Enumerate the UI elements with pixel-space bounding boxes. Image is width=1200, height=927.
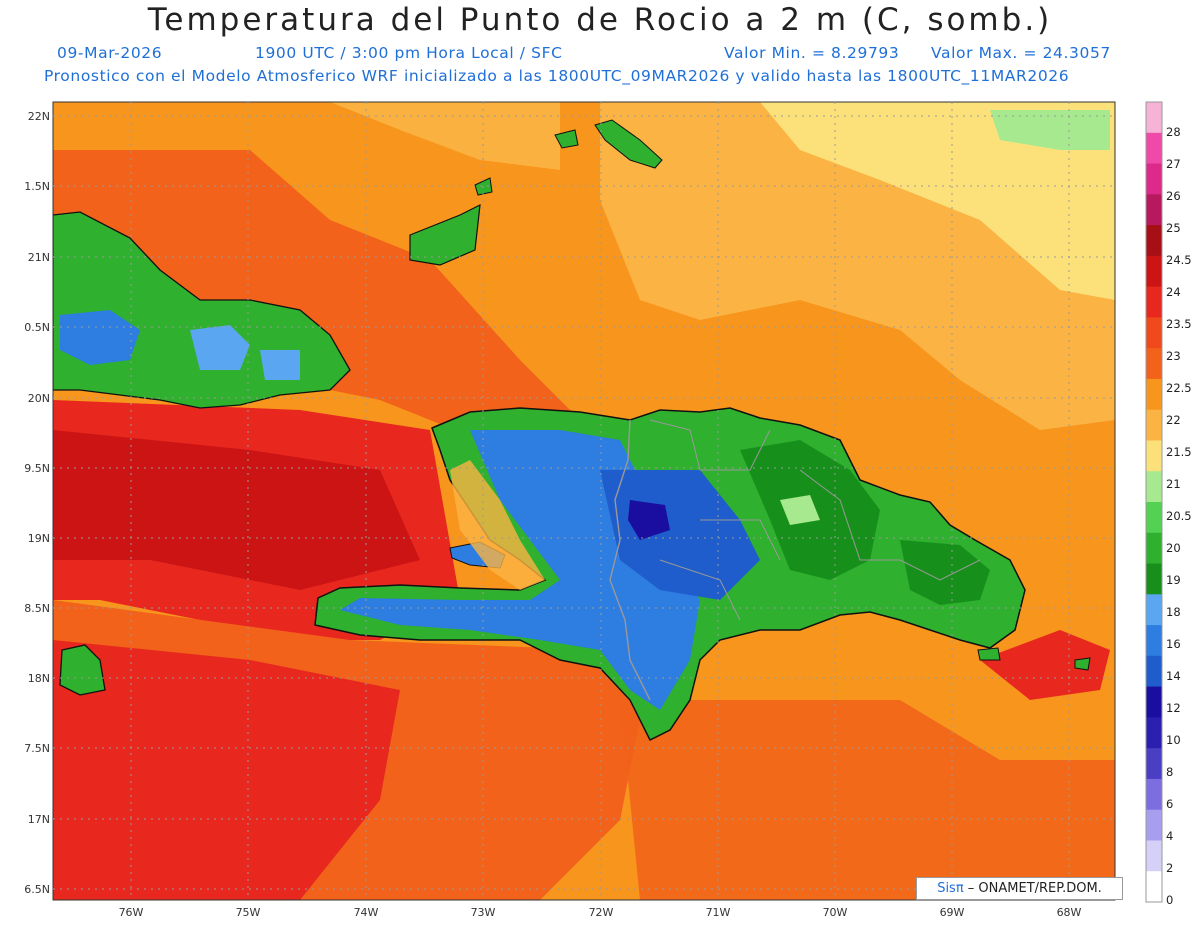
colorbar-swatch <box>1146 717 1162 749</box>
colorbar-label: 24.5 <box>1166 253 1192 267</box>
lat-label: 6.5N <box>24 883 50 896</box>
ocean-coolest-region <box>760 102 1115 300</box>
colorbar-swatch <box>1146 471 1162 503</box>
map-title: Temperatura del Punto de Rocio a 2 m (C,… <box>147 2 1053 38</box>
colorbar-label: 20 <box>1166 541 1181 555</box>
colorbar-label: 23.5 <box>1166 317 1192 331</box>
colorbar-label: 25 <box>1166 221 1181 235</box>
colorbar-label: 20.5 <box>1166 509 1192 523</box>
value-min: Valor Min. = 8.29793 <box>724 44 900 62</box>
country-border <box>609 419 651 701</box>
colorbar-swatch <box>1146 594 1162 626</box>
colorbar-swatch <box>1146 255 1162 288</box>
colorbar-swatch <box>1146 563 1162 595</box>
latitude-labels: 22N 1.5N 21N 0.5N 20N 9.5N 19N 8.5N 18N … <box>24 110 50 896</box>
colorbar-swatch <box>1146 655 1162 688</box>
forecast-date: 09-Mar-2026 <box>57 44 163 62</box>
colorbar-swatch <box>1146 625 1162 657</box>
colorbar-swatch <box>1146 132 1162 165</box>
colorbar-swatch <box>1146 163 1162 195</box>
colorbar-labels: 28 27 26 25 24.5 24 23.5 23 22.5 22 21.5… <box>1166 125 1192 907</box>
colorbar-label: 19 <box>1166 573 1181 587</box>
colorbar-swatch <box>1146 225 1162 257</box>
great-inagua-island <box>409 203 481 266</box>
colorbar-label: 21.5 <box>1166 445 1192 459</box>
lon-label: 76W <box>119 906 144 919</box>
lat-label: 18N <box>28 672 50 685</box>
colorbar-swatch <box>1146 378 1162 411</box>
map-field <box>53 102 1115 900</box>
lat-label: 17N <box>28 813 50 826</box>
model-info-line: Pronostico con el Modelo Atmosferico WRF… <box>44 67 1070 85</box>
colorbar-label: 27 <box>1166 157 1181 171</box>
colorbar-swatch <box>1146 809 1162 841</box>
colorbar-swatch <box>1146 778 1162 811</box>
colorbar-label: 18 <box>1166 605 1181 619</box>
sis-logo-text: Sisπ <box>937 881 964 896</box>
colorbar-label: 4 <box>1166 829 1173 843</box>
colorbar-label: 0 <box>1166 893 1173 907</box>
colorbar-swatch <box>1146 871 1162 903</box>
ocean-green-patch <box>990 110 1110 150</box>
warm-band-north <box>53 150 600 440</box>
graticule <box>53 102 1115 900</box>
longitude-labels: 76W 75W 74W 73W 72W 71W 70W 69W 68W <box>119 906 1082 919</box>
colorbar-swatch <box>1146 532 1162 565</box>
colorbar-label: 23 <box>1166 349 1181 363</box>
colorbar-label: 24 <box>1166 285 1181 299</box>
colorbar-label: 14 <box>1166 669 1181 683</box>
colorbar-label: 22 <box>1166 413 1181 427</box>
colorbar-swatch <box>1146 840 1162 872</box>
colorbar <box>1146 102 1162 903</box>
lat-label: 9.5N <box>24 462 50 475</box>
colorbar-swatch <box>1146 317 1162 349</box>
colorbar-swatch <box>1146 748 1162 780</box>
colorbar-swatch <box>1146 502 1162 534</box>
credit-text: – ONAMET/REP.DOM. <box>963 881 1102 896</box>
value-max: Valor Max. = 24.3057 <box>931 44 1111 62</box>
lon-label: 74W <box>354 906 379 919</box>
colorbar-swatch <box>1146 102 1162 134</box>
lon-label: 70W <box>823 906 848 919</box>
credit-box: Sisπ – ONAMET/REP.DOM. <box>916 877 1123 900</box>
colorbar-label: 21 <box>1166 477 1181 491</box>
lat-label: 0.5N <box>24 321 50 334</box>
colorbar-swatch <box>1146 686 1162 718</box>
colorbar-label: 6 <box>1166 797 1173 811</box>
colorbar-frame <box>1145 101 1163 903</box>
lat-label: 20N <box>28 392 50 405</box>
map-frame <box>52 101 1116 901</box>
colorbar-label: 26 <box>1166 189 1181 203</box>
turks-caicos-islands <box>594 119 663 169</box>
lat-label: 8.5N <box>24 602 50 615</box>
colorbar-swatch <box>1146 348 1162 380</box>
lon-label: 68W <box>1057 906 1082 919</box>
colorbar-swatch <box>1146 440 1162 472</box>
lat-label: 7.5N <box>24 742 50 755</box>
colorbar-swatch <box>1146 194 1162 226</box>
colorbar-label: 8 <box>1166 765 1173 779</box>
lat-label: 1.5N <box>24 180 50 193</box>
colorbar-label: 2 <box>1166 861 1173 875</box>
lon-label: 71W <box>706 906 731 919</box>
colorbar-label: 22.5 <box>1166 381 1192 395</box>
forecast-time: 1900 UTC / 3:00 pm Hora Local / SFC <box>255 44 563 62</box>
colorbar-label: 12 <box>1166 701 1181 715</box>
colorbar-label: 16 <box>1166 637 1181 651</box>
lat-label: 21N <box>28 251 50 264</box>
lon-label: 75W <box>236 906 261 919</box>
lon-label: 72W <box>589 906 614 919</box>
colorbar-swatch <box>1146 286 1162 318</box>
lon-label: 73W <box>471 906 496 919</box>
jamaica-landmass <box>59 644 106 696</box>
lon-label: 69W <box>940 906 965 919</box>
colorbar-label: 28 <box>1166 125 1181 139</box>
colorbar-swatch <box>1146 409 1162 441</box>
lat-label: 19N <box>28 532 50 545</box>
lat-label: 22N <box>28 110 50 123</box>
colorbar-label: 10 <box>1166 733 1181 747</box>
province-borders <box>649 419 981 621</box>
